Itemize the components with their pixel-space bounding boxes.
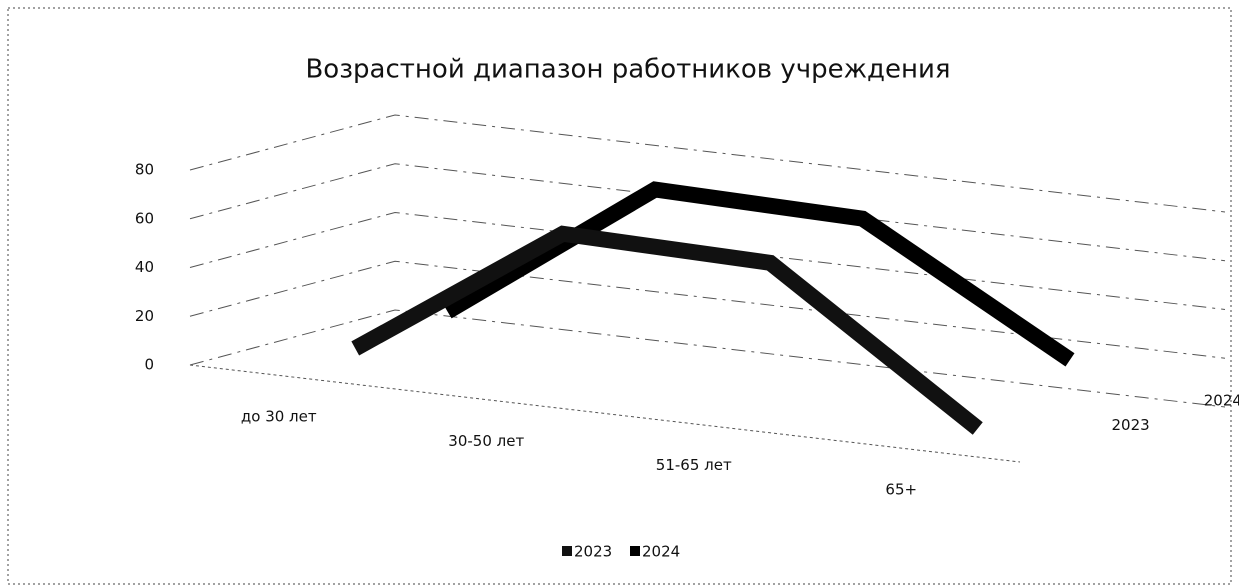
y-tick-label: 60 xyxy=(135,209,154,227)
grid-line xyxy=(189,309,1226,408)
legend-label: 2023 xyxy=(574,543,612,561)
grid-line xyxy=(189,163,1226,262)
x-tick-label: 51-65 лет xyxy=(656,456,732,474)
depth-label: 2023 xyxy=(1112,416,1150,434)
y-tick-label: 40 xyxy=(135,258,154,276)
x-tick-label: до 30 лет xyxy=(241,408,317,426)
series-line xyxy=(351,225,983,435)
floor-line xyxy=(189,364,1021,463)
grid-line xyxy=(189,211,1226,310)
x-tick-label: 30-50 лет xyxy=(448,432,524,450)
legend-marker xyxy=(562,546,572,556)
depth-label: 2024 xyxy=(1204,391,1239,409)
y-tick-label: 80 xyxy=(135,161,154,179)
y-tick-label: 20 xyxy=(135,307,154,325)
series-line xyxy=(443,181,1075,367)
x-tick-label: 65+ xyxy=(885,480,917,498)
grid-line xyxy=(189,260,1226,359)
chart-border xyxy=(7,7,1232,585)
legend-marker xyxy=(630,546,640,556)
chart-title: Возрастной диапазон работников учреждени… xyxy=(305,55,950,85)
grid-line xyxy=(189,114,1226,213)
legend-label: 2024 xyxy=(642,543,680,561)
y-tick-label: 0 xyxy=(144,356,154,374)
